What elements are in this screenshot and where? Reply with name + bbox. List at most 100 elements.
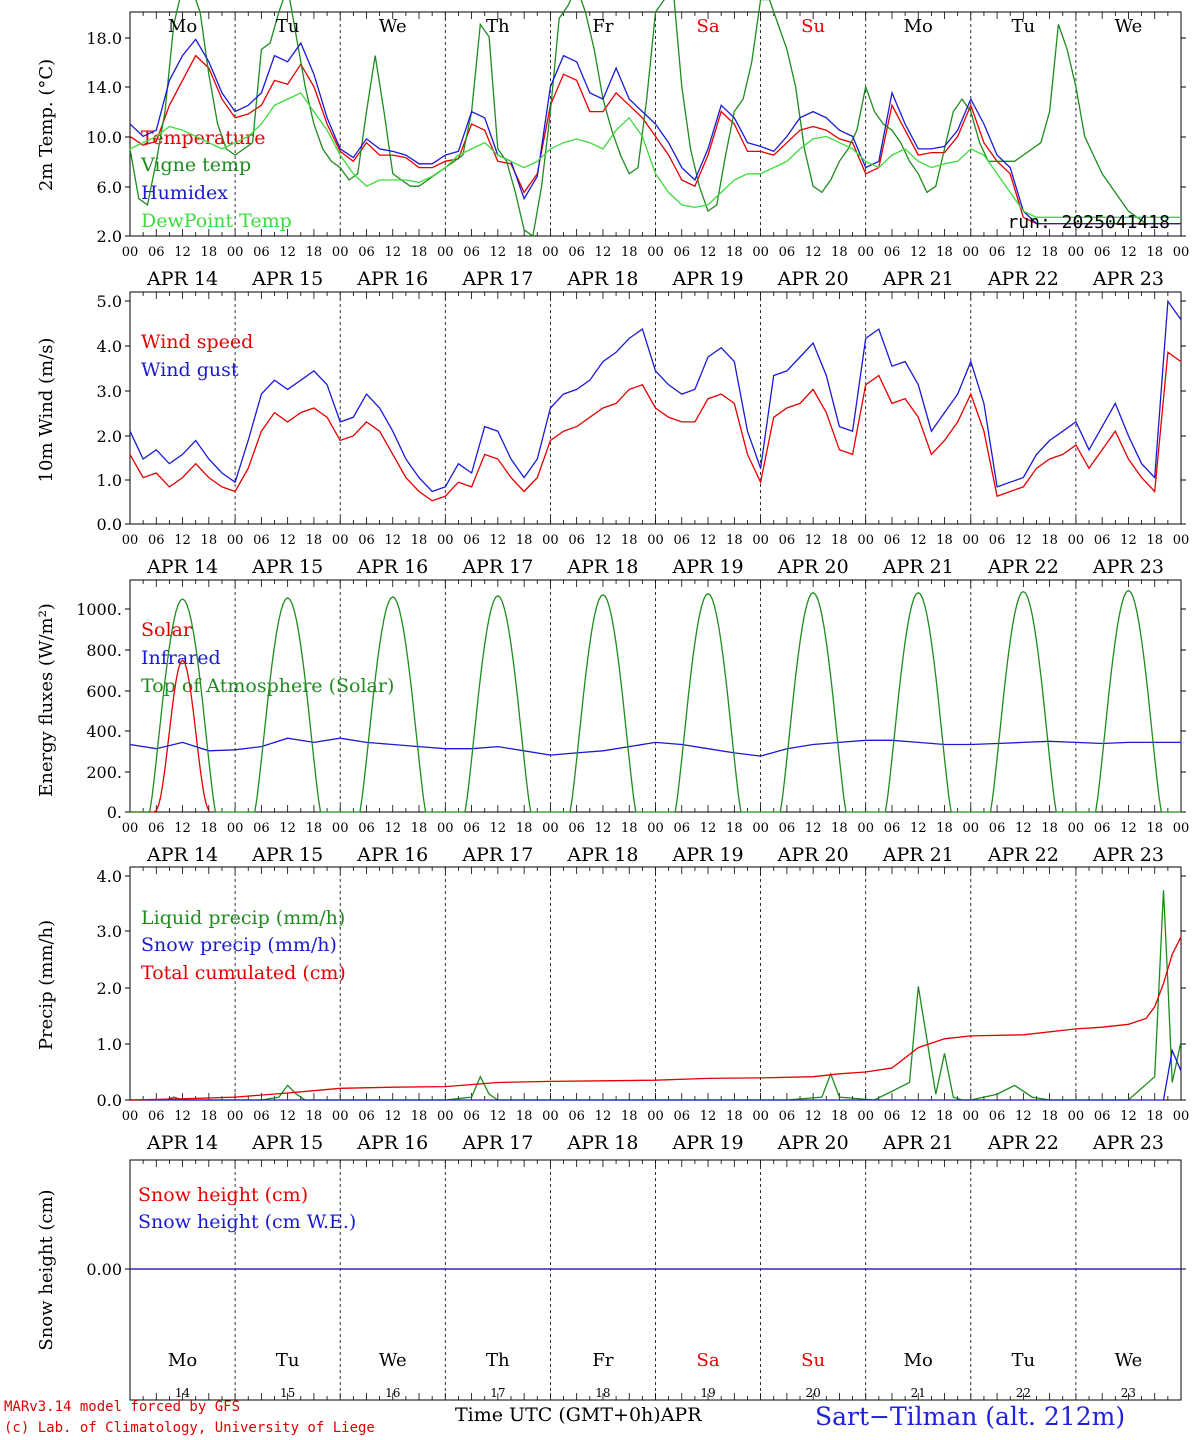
date-label: APR 19 [672,844,744,866]
model-credit: MARv3.14 model forced by GFS [4,1399,241,1415]
date-label: APR 16 [356,1132,428,1154]
hour-tick-label: 18 [726,533,743,548]
hour-tick-label: 00 [332,821,349,836]
date-label: APR 18 [566,1132,638,1154]
weekday-label-top: Tu [276,16,300,37]
hour-tick-label: 12 [490,1109,507,1124]
hour-tick-label: 12 [174,821,191,836]
hour-tick-label: 06 [779,533,796,548]
hour-tick-label: 06 [779,821,796,836]
hour-tick-label: 12 [805,1109,822,1124]
hour-tick-label: 18 [516,245,533,260]
hour-tick-label: 00 [122,533,139,548]
x-axis-title: Time UTC (GMT+0h)APR [455,1404,702,1426]
hour-tick-label: 18 [936,1109,953,1124]
hour-tick-label: 12 [910,533,927,548]
date-label: APR 20 [777,844,849,866]
hour-tick-label: 12 [174,245,191,260]
hour-tick-label: 12 [910,245,927,260]
hour-tick-label: 00 [647,245,664,260]
series-line-total-cumulated-cm- [129,936,1182,1101]
legend-entry: Total cumulated (cm) [141,962,346,984]
y-tick-label: 3.0 [97,382,122,401]
hour-tick-label: 18 [726,1109,743,1124]
day-number-label: 20 [806,1386,821,1400]
date-label: APR 18 [566,268,638,290]
hour-tick-label: 06 [358,1109,375,1124]
hour-tick-label: 06 [148,1109,165,1124]
hour-tick-label: 06 [1094,821,1111,836]
date-label: APR 19 [672,268,744,290]
hour-tick-label: 12 [700,533,717,548]
panel-5: 0.00 Snow height (cm) Snow height (cm) Snow… [36,1159,1186,1401]
hour-tick-label: 18 [1041,245,1058,260]
hour-tick-label: 06 [148,533,165,548]
hour-tick-label: 06 [1094,1109,1111,1124]
y-axis-title: 10m Wind (m/s) [36,338,57,483]
hour-tick-label: 06 [989,821,1006,836]
hour-tick-label: 12 [910,1109,927,1124]
hour-tick-label: 18 [1146,245,1163,260]
y-tick-label: 14.0 [86,78,122,97]
hour-tick-label: 12 [174,533,191,548]
hour-tick-label: 06 [884,245,901,260]
hour-tick-label: 18 [936,533,953,548]
hour-tick-label: 18 [411,245,428,260]
day-number-label: 15 [280,1386,295,1400]
hour-tick-label: 12 [1015,1109,1032,1124]
hour-tick-label: 00 [437,533,454,548]
date-label: APR 21 [882,844,954,866]
date-label: APR 23 [1092,556,1164,578]
hour-tick-label: 06 [674,533,691,548]
hour-tick-label: 12 [174,1109,191,1124]
date-label: APR 15 [251,556,323,578]
weekday-label-bottom: Tu [276,1350,300,1371]
hour-tick-label: 12 [595,245,612,260]
hour-tick-label: 12 [1015,533,1032,548]
hour-tick-label: 06 [674,821,691,836]
hour-tick-label: 00 [963,821,980,836]
hour-tick-label: 18 [831,1109,848,1124]
hour-tick-label: 18 [306,245,323,260]
date-label: APR 21 [882,268,954,290]
hour-tick-label: 12 [805,533,822,548]
weekday-label-bottom: Su [801,1350,825,1371]
panel-4: 0.0 1.0 2.0 3.0 4.0 Precip (mm/h) 00 06 12 18 APR … [36,866,1189,1154]
date-label: APR 23 [1092,268,1164,290]
weekday-label-bottom: We [1115,1350,1143,1371]
hour-tick-label: 12 [279,1109,296,1124]
hour-tick-label: 00 [1068,533,1085,548]
legend-entry: Vigne temp [140,154,251,176]
y-tick-label: 5.0 [97,292,122,311]
y-tick-label: 6.0 [97,178,122,197]
y-tick-label: 10.0 [86,128,122,147]
hour-tick-label: 06 [253,821,270,836]
hour-tick-label: 18 [1146,821,1163,836]
date-label: APR 18 [566,844,638,866]
hour-tick-label: 00 [857,821,874,836]
hour-tick-label: 00 [1173,533,1190,548]
hour-tick-label: 06 [253,1109,270,1124]
hour-tick-label: 18 [516,1109,533,1124]
date-label: APR 18 [566,556,638,578]
hour-tick-label: 00 [1173,821,1190,836]
series-line-dewpoint-temp [129,92,1181,218]
date-label: APR 15 [251,844,323,866]
series-line-solar [130,659,210,813]
hour-tick-label: 18 [936,821,953,836]
hour-tick-label: 00 [647,821,664,836]
panel-2: 0.0 1.0 2.0 3.0 4.0 5.0 10m Wind (m/s) 00 06 12 18… [36,291,1190,578]
run-label: run: 2025041418 [1007,212,1170,233]
hour-tick-label: 06 [568,533,585,548]
hour-tick-label: 00 [752,533,769,548]
hour-tick-label: 12 [595,821,612,836]
hour-tick-label: 00 [122,1109,139,1124]
y-tick-label: 18.0 [86,29,122,48]
hour-tick-label: 00 [647,1109,664,1124]
hour-tick-label: 00 [122,821,139,836]
day-number-label: 21 [911,1386,926,1400]
panel-1: 2.0 6.0 10.0 14.0 18.0 2m Temp. (°C) 00 06 12 18 A… [36,11,1189,290]
legend-entry: Wind speed [141,331,253,353]
series-line-infrared [129,737,1181,757]
hour-tick-label: 12 [805,245,822,260]
